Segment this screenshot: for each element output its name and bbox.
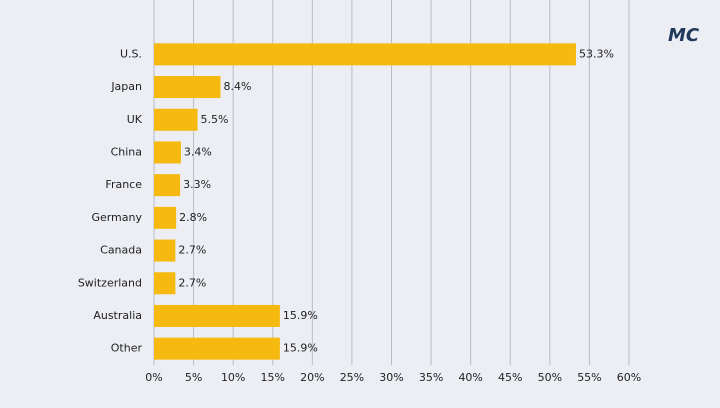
bar bbox=[154, 337, 280, 360]
y-tick-label: Japan bbox=[110, 80, 142, 93]
y-tick-label: Canada bbox=[100, 244, 142, 257]
x-tick-label: 10% bbox=[221, 371, 245, 384]
logo: MC bbox=[668, 25, 700, 46]
data-label: 2.7% bbox=[178, 276, 206, 289]
x-tick-label: 35% bbox=[419, 371, 443, 384]
x-tick-label: 40% bbox=[458, 371, 482, 384]
y-tick-label: UK bbox=[127, 113, 143, 126]
data-label: 3.3% bbox=[183, 178, 211, 191]
data-label: 53.3% bbox=[579, 47, 614, 60]
x-tick-label: 5% bbox=[185, 371, 202, 384]
y-tick-label: Australia bbox=[93, 309, 142, 322]
x-tick-label: 50% bbox=[538, 371, 562, 384]
y-tick-label: Germany bbox=[91, 211, 142, 224]
x-tick-label: 45% bbox=[498, 371, 522, 384]
data-label: 15.9% bbox=[283, 309, 318, 322]
bar bbox=[154, 206, 177, 229]
bar bbox=[154, 108, 198, 131]
bar bbox=[154, 304, 280, 327]
data-label: 2.8% bbox=[179, 211, 207, 224]
x-tick-label: 20% bbox=[300, 371, 324, 384]
y-tick-label: Switzerland bbox=[78, 276, 142, 289]
bar bbox=[154, 76, 221, 99]
bar bbox=[154, 239, 176, 262]
x-tick-label: 25% bbox=[340, 371, 364, 384]
x-tick-label: 15% bbox=[261, 371, 285, 384]
y-tick-label: Other bbox=[111, 342, 143, 355]
data-label: 3.4% bbox=[184, 145, 212, 158]
y-tick-label: China bbox=[111, 145, 142, 158]
x-tick-label: 60% bbox=[617, 371, 641, 384]
y-tick-label: France bbox=[105, 178, 142, 191]
data-label: 8.4% bbox=[224, 80, 252, 93]
y-tick-label: U.S. bbox=[120, 47, 142, 60]
bar bbox=[154, 174, 181, 197]
data-label: 2.7% bbox=[178, 244, 206, 257]
bar bbox=[154, 43, 576, 66]
x-tick-label: 0% bbox=[145, 371, 162, 384]
data-label: 5.5% bbox=[201, 113, 229, 126]
x-tick-label: 55% bbox=[577, 371, 601, 384]
bar bbox=[154, 272, 176, 295]
bar bbox=[154, 141, 181, 164]
data-label: 15.9% bbox=[283, 342, 318, 355]
x-tick-label: 30% bbox=[379, 371, 403, 384]
